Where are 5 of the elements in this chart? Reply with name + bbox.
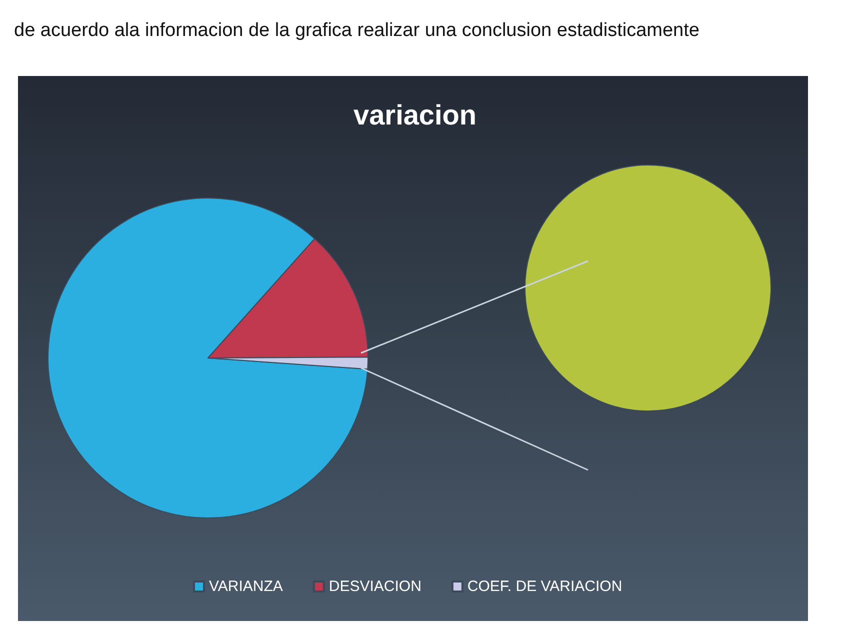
- legend-label: COEF. DE VARIACION: [467, 578, 622, 595]
- legend-label: DESVIACION: [328, 578, 422, 595]
- chart-title: variacion: [354, 100, 476, 130]
- legend-label: VARIANZA: [209, 578, 283, 595]
- text: de acuerdo ala informacion de la grafica realizar una conclusion estadisticamente: [14, 20, 700, 42]
